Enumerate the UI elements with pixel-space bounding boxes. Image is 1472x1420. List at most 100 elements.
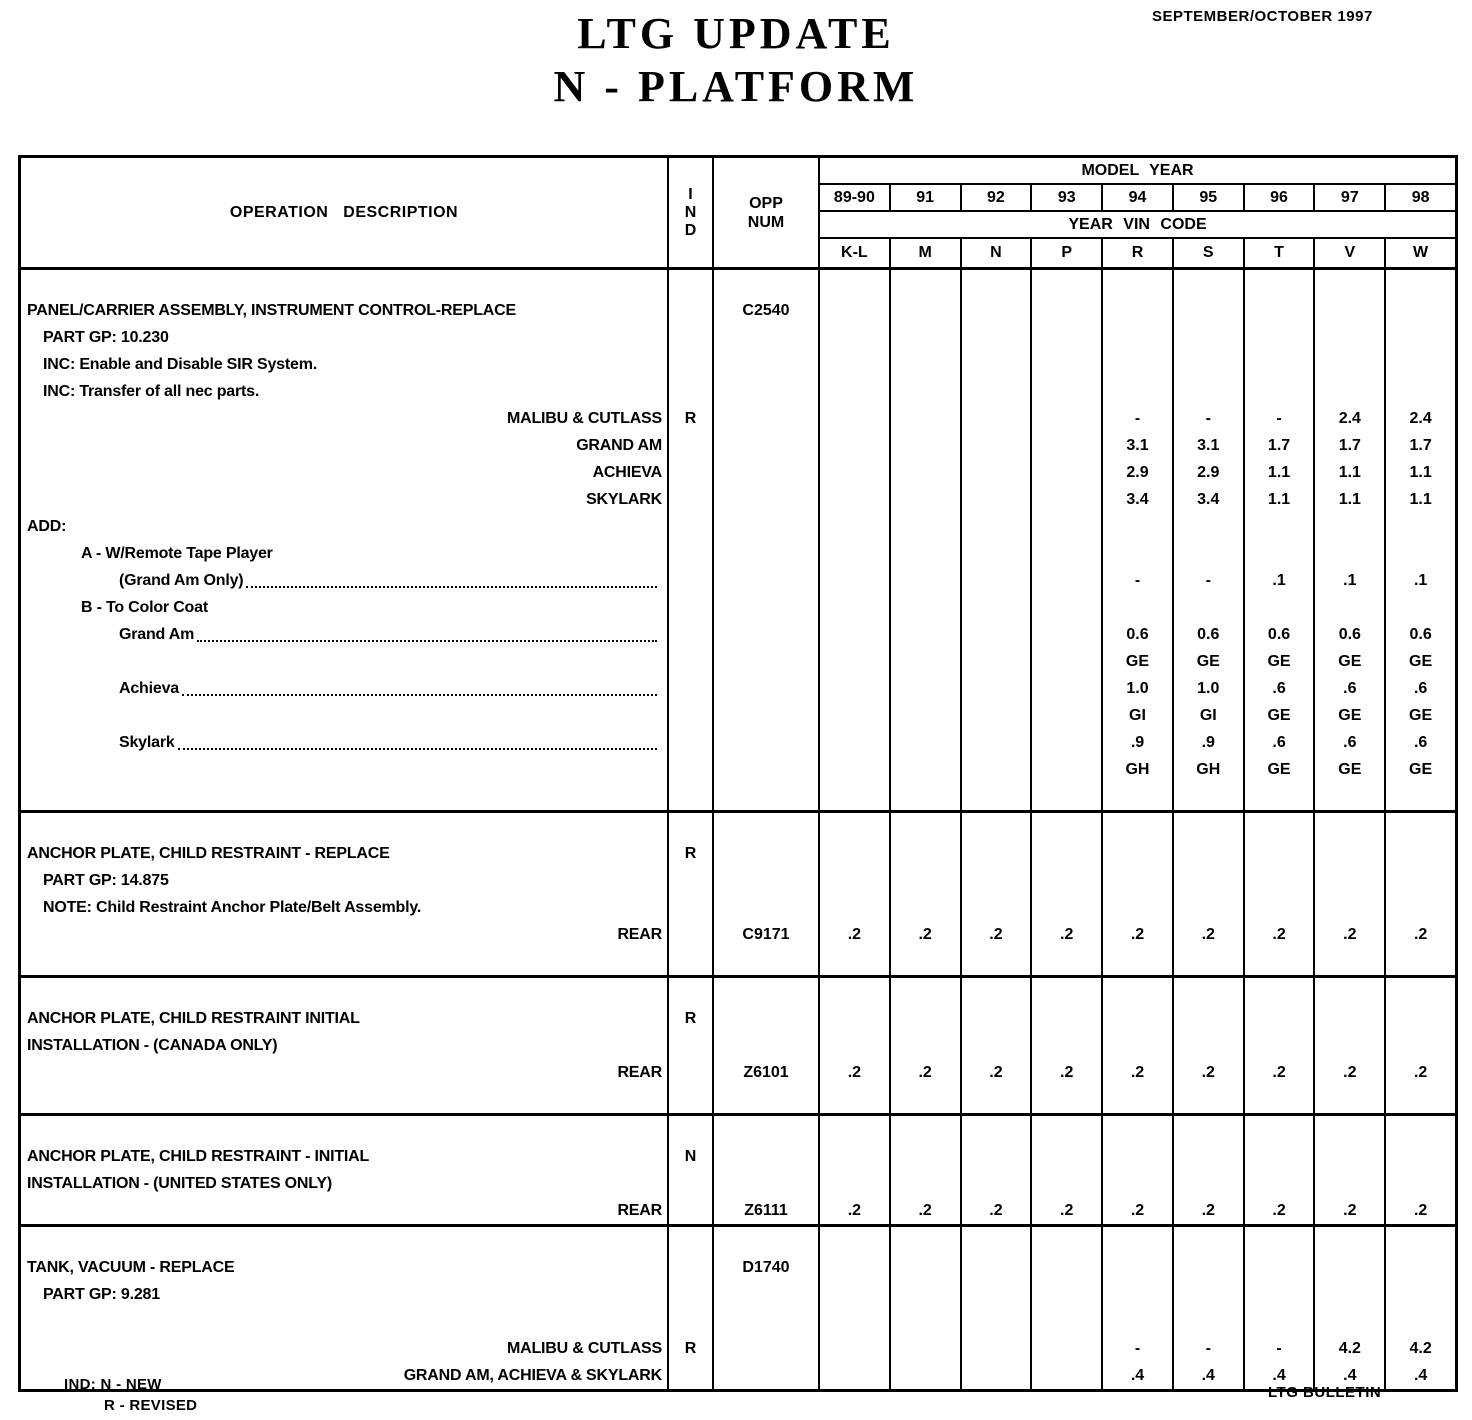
table-row <box>21 783 1455 810</box>
time-value-cell-92 <box>959 1005 1031 1032</box>
time-value-cell-98: 1.1 <box>1384 486 1455 513</box>
time-value-cell-95 <box>1171 1086 1243 1113</box>
time-value-cell-94 <box>1101 1086 1172 1113</box>
operation-description-cell <box>21 813 667 840</box>
time-value-cell-89-90 <box>818 840 889 867</box>
time-value-cell-95: GH <box>1171 756 1243 783</box>
time-value-cell-95 <box>1171 1116 1243 1143</box>
table-row: GRAND AM 3.1 3.1 1.7 1.7 1.7 <box>21 432 1455 459</box>
time-value-cell-94: GE <box>1101 648 1172 675</box>
time-value-cell-91 <box>888 351 960 378</box>
time-value-cell-89-90 <box>818 867 889 894</box>
time-value-cell-91 <box>888 1005 960 1032</box>
time-value-cell-98 <box>1384 894 1455 921</box>
time-value-cell-92 <box>959 486 1031 513</box>
opp-num-cell <box>712 783 818 810</box>
time-value-cell-97 <box>1313 594 1384 621</box>
time-value-cell-95 <box>1171 270 1243 297</box>
operation-description-cell: GRAND AM <box>21 432 667 459</box>
time-value-cell-94: GH <box>1101 756 1172 783</box>
ind-cell <box>667 513 712 540</box>
time-value-cell-96: - <box>1242 405 1314 432</box>
time-value-cell-96 <box>1242 840 1314 867</box>
time-value-cell-97: .2 <box>1313 921 1384 948</box>
time-value-cell-96 <box>1242 1143 1314 1170</box>
time-value-cell-89-90 <box>818 1116 889 1143</box>
time-value-cell-93 <box>1030 351 1101 378</box>
model-year-91: 91 <box>888 185 960 212</box>
time-value-cell-92 <box>959 1254 1031 1281</box>
description-text: NOTE: Child Restraint Anchor Plate/Belt … <box>43 898 422 916</box>
time-value-cell-95: 1.0 <box>1171 675 1243 702</box>
time-value-cell-91 <box>888 1170 960 1197</box>
time-value-cell-98: .4 <box>1384 1362 1455 1389</box>
ind-cell <box>667 921 712 948</box>
time-value-cell-94: 1.0 <box>1101 675 1172 702</box>
time-value-cell-93 <box>1030 378 1101 405</box>
time-value-cell-92 <box>959 378 1031 405</box>
time-value-cell-94: 3.4 <box>1101 486 1172 513</box>
operation-description-cell <box>21 270 667 297</box>
ind-cell <box>667 459 712 486</box>
time-value-cell-92 <box>959 1116 1031 1143</box>
ind-cell <box>667 540 712 567</box>
table-row <box>21 978 1455 1005</box>
time-value-cell-98 <box>1384 840 1455 867</box>
time-value-cell-91 <box>888 813 960 840</box>
model-year-95: 95 <box>1171 185 1243 212</box>
time-value-cell-93 <box>1030 594 1101 621</box>
time-value-cell-96 <box>1242 1086 1314 1113</box>
ind-cell: R <box>667 1335 712 1362</box>
time-value-cell-94 <box>1101 867 1172 894</box>
time-value-cell-95 <box>1171 1032 1243 1059</box>
time-value-cell-98: GE <box>1384 702 1455 729</box>
time-value-cell-94: 2.9 <box>1101 459 1172 486</box>
model-year-98: 98 <box>1384 185 1455 212</box>
operation-description-cell: ANCHOR PLATE, CHILD RESTRAINT INITIAL <box>21 1005 667 1032</box>
time-value-cell-95 <box>1171 978 1243 1005</box>
time-value-cell-97 <box>1313 1086 1384 1113</box>
time-value-cell-97 <box>1313 867 1384 894</box>
time-value-cell-95 <box>1171 297 1243 324</box>
description-text: PART GP: 9.281 <box>43 1285 160 1303</box>
time-value-cell-95: .2 <box>1171 1059 1243 1086</box>
opp-num-header: OPP NUM <box>712 158 818 267</box>
ind-cell <box>667 432 712 459</box>
table-row: B - To Color Coat <box>21 594 1455 621</box>
time-value-cell-97 <box>1313 948 1384 975</box>
time-value-cell-89-90 <box>818 675 889 702</box>
table-header: OPERATION DESCRIPTION I N D OPP NUM MODE… <box>21 158 1455 270</box>
time-value-cell-94 <box>1101 378 1172 405</box>
model-year-header: MODEL YEAR <box>818 158 1455 185</box>
description-text: Achieva <box>119 679 179 697</box>
time-value-cell-96 <box>1242 1281 1314 1308</box>
operation-description-cell: (Grand Am Only) <box>21 567 667 594</box>
time-value-cell-93: .2 <box>1030 1197 1101 1224</box>
time-value-cell-96 <box>1242 1032 1314 1059</box>
time-value-cell-89-90 <box>818 729 889 756</box>
page-title-line1: LTG UPDATE <box>577 9 895 58</box>
opp-num-cell <box>712 459 818 486</box>
time-value-cell-96 <box>1242 351 1314 378</box>
time-value-cell-89-90 <box>818 648 889 675</box>
time-value-cell-97 <box>1313 894 1384 921</box>
time-value-cell-97 <box>1313 297 1384 324</box>
operation-description-cell: ACHIEVA <box>21 459 667 486</box>
time-value-cell-91 <box>888 594 960 621</box>
time-value-cell-91 <box>888 1116 960 1143</box>
time-value-cell-91 <box>888 621 960 648</box>
operation-block-4: ANCHOR PLATE, CHILD RESTRAINT - INITIAL N… <box>21 1113 1455 1224</box>
table-row: (Grand Am Only) - - .1.1.1 <box>21 567 1455 594</box>
operation-description-cell: PART GP: 14.875 <box>21 867 667 894</box>
time-value-cell-97 <box>1313 1143 1384 1170</box>
table-row: INC: Enable and Disable SIR System. <box>21 351 1455 378</box>
ind-cell <box>667 702 712 729</box>
time-value-cell-98 <box>1384 867 1455 894</box>
time-value-cell-95 <box>1171 1143 1243 1170</box>
time-value-cell-97 <box>1313 1227 1384 1254</box>
table-row: SKYLARK 3.4 3.4 1.1 1.1 1.1 <box>21 486 1455 513</box>
opp-num-cell: C2540 <box>712 297 818 324</box>
operation-description-cell: PART GP: 9.281 <box>21 1281 667 1308</box>
ind-cell <box>667 1362 712 1389</box>
description-text: PART GP: 14.875 <box>43 871 169 889</box>
